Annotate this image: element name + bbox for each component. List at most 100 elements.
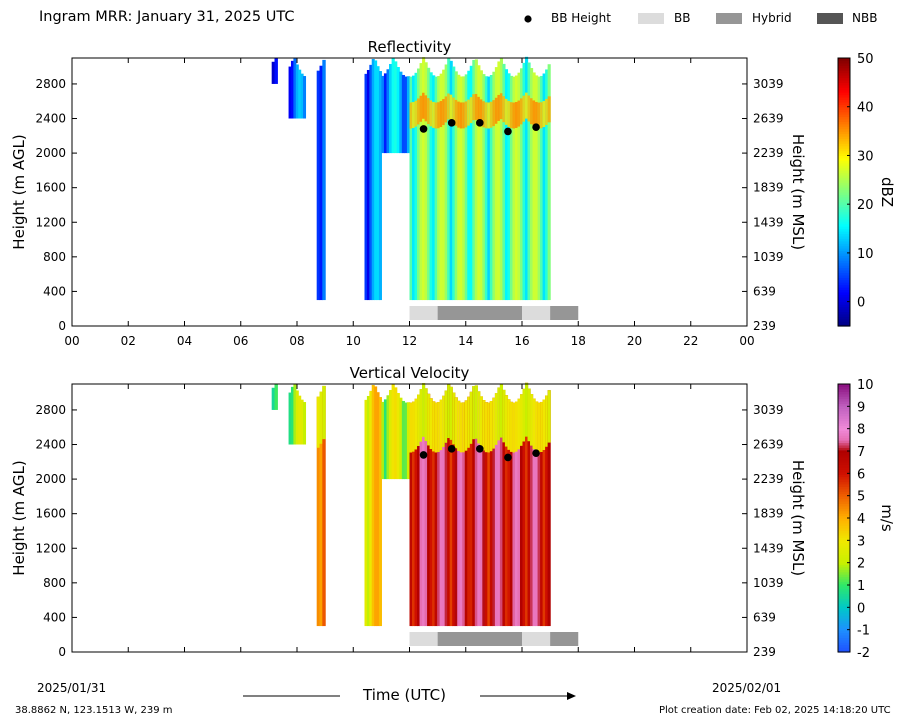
bb-height-point xyxy=(532,123,540,131)
colorbar-cell xyxy=(838,422,850,427)
echo-strip xyxy=(482,400,486,627)
echo-period xyxy=(288,58,307,119)
colorbar-cell xyxy=(838,615,850,619)
colorbar-cell xyxy=(838,313,850,317)
echo-strip xyxy=(271,61,276,84)
echo-strip xyxy=(409,402,413,627)
colorbar-cell xyxy=(838,106,850,110)
echo-strip xyxy=(472,386,476,627)
echo-strip xyxy=(474,385,478,627)
colorbar-cell xyxy=(838,559,850,563)
colorbar-cell xyxy=(838,304,850,308)
x-tick-label: 18 xyxy=(571,660,586,662)
echo-strip-top xyxy=(517,398,521,450)
bb-type-segment xyxy=(409,306,438,320)
y-right-tick-label: 1039 xyxy=(753,250,784,264)
echo-strip-top xyxy=(492,397,496,449)
echo-strip xyxy=(290,60,294,119)
echo-strip-top xyxy=(469,391,473,444)
bright-band-strip xyxy=(412,102,416,129)
echo-strip xyxy=(535,75,539,301)
echo-strip xyxy=(432,75,436,301)
colorbar-tick-label: -2 xyxy=(857,646,870,661)
echo-strip xyxy=(378,71,382,301)
y-right-tick-label: 1839 xyxy=(753,507,784,521)
bright-band-strip xyxy=(432,101,436,128)
colorbar-cell xyxy=(838,600,850,604)
echo-strip xyxy=(479,70,483,301)
colorbar-cell xyxy=(838,518,850,522)
y-tick-label: 2800 xyxy=(35,77,66,91)
colorbar-cell xyxy=(838,96,850,101)
x-tick-label: 22 xyxy=(683,660,698,662)
echo-strip xyxy=(535,401,539,627)
creation-date: Plot creation date: Feb 02, 2025 14:18:2… xyxy=(659,705,891,716)
colorbar-cell xyxy=(838,647,850,651)
y-right-tick-label: 3039 xyxy=(753,403,784,417)
colorbar-cell xyxy=(838,384,850,388)
colorbar-cell xyxy=(838,474,850,478)
echo-strip xyxy=(396,393,400,480)
bright-band-strip xyxy=(414,100,418,127)
echo-strip xyxy=(512,76,516,301)
y-right-tick-label: 2239 xyxy=(753,472,784,486)
bright-band-strip xyxy=(422,92,426,119)
y-right-tick-label: 1839 xyxy=(753,181,784,195)
colorbar-cell xyxy=(838,248,850,252)
colorbar-tick-label: 9 xyxy=(857,400,865,415)
colorbar-cell xyxy=(838,442,850,446)
echo-strip xyxy=(274,57,278,84)
colorbar-cell xyxy=(838,58,850,62)
colorbar-frame xyxy=(837,57,851,327)
echo-strip xyxy=(366,69,370,301)
echo-strip xyxy=(394,61,398,154)
bright-band-strip xyxy=(502,96,506,123)
colorbar-cell xyxy=(838,128,850,132)
echo-strip-top xyxy=(507,399,511,450)
echo-strip-top xyxy=(527,388,531,442)
echo-strip xyxy=(409,76,413,301)
echo-strip-top xyxy=(484,402,488,453)
bright-band-strip xyxy=(454,99,458,126)
colorbar-cell xyxy=(838,418,850,422)
echo-strip-top xyxy=(477,391,481,444)
colorbar-cell xyxy=(838,591,850,595)
colorbar-cell xyxy=(838,140,850,144)
echo-strip xyxy=(457,74,461,301)
bright-band-strip xyxy=(419,95,423,122)
echo-strip xyxy=(369,390,373,627)
echo-strip-top xyxy=(522,388,526,442)
x-tick-label: 18 xyxy=(571,334,586,348)
colorbar-cell xyxy=(838,187,850,191)
colorbar-cell xyxy=(838,138,850,142)
x-tick-label: 06 xyxy=(233,660,248,662)
echo-strip xyxy=(439,73,443,301)
colorbar-cell xyxy=(838,94,850,98)
colorbar-cell xyxy=(838,252,850,256)
echo-strip xyxy=(293,384,297,445)
colorbar-cell xyxy=(838,405,850,409)
x-tick-label: 00 UTC xyxy=(51,660,94,662)
colorbar-cell xyxy=(838,620,850,624)
echo-strip xyxy=(514,75,519,301)
colorbar-cell xyxy=(838,204,850,208)
echo-strip xyxy=(274,383,278,410)
echo-period xyxy=(409,56,551,301)
colorbar-cell xyxy=(838,427,850,431)
echo-period xyxy=(316,385,326,627)
echo-strip xyxy=(406,76,411,154)
x-tick-label: 00 xyxy=(739,334,754,348)
colorbar-cell xyxy=(838,471,850,475)
colorbar-cell xyxy=(838,449,850,453)
echo-strip xyxy=(369,64,373,301)
x-tick-label: 00 UTC xyxy=(726,660,769,662)
colorbar-cell xyxy=(838,537,850,541)
echo-strip xyxy=(371,384,375,627)
bright-band-strip xyxy=(519,98,524,125)
colorbar-cell xyxy=(838,172,850,176)
colorbar-cell xyxy=(838,413,850,417)
colorbar-cell xyxy=(838,184,850,188)
echo-strip xyxy=(303,76,307,119)
